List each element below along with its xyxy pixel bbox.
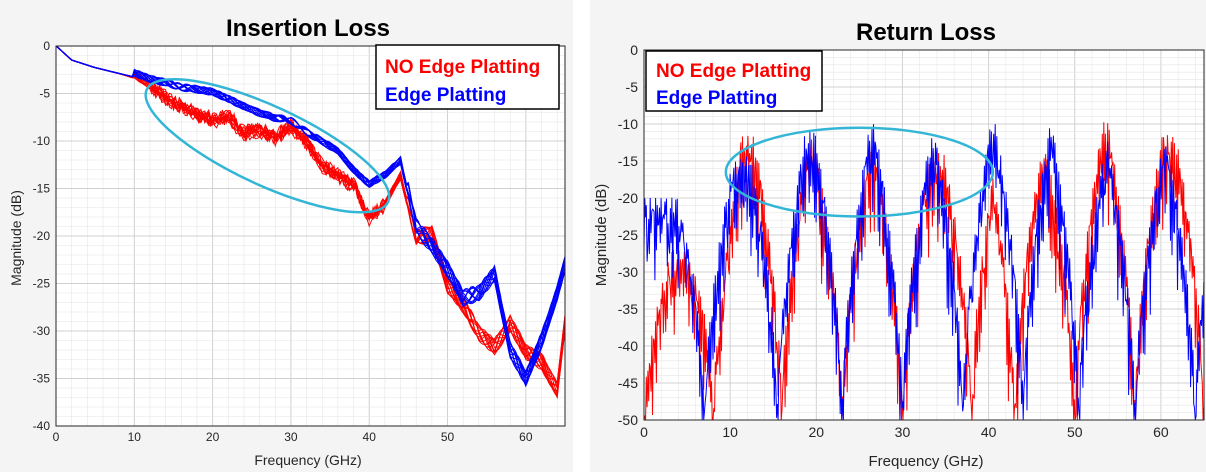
y-tick-label: -40 <box>33 419 51 433</box>
return-loss-chart: Return Loss Frequency (GHz) Magnitude (d… <box>593 19 1205 470</box>
y-tick-label: -5 <box>39 87 50 101</box>
series-line <box>55 45 566 379</box>
x-tick-label: 40 <box>363 430 377 444</box>
panel-gap <box>573 0 590 472</box>
x-axis-label: Frequency (GHz) <box>868 453 983 470</box>
x-tick-label: 60 <box>519 430 533 444</box>
x-tick-label: 50 <box>1067 424 1083 440</box>
y-tick-label: -30 <box>618 264 638 280</box>
chart-title: Return Loss <box>856 19 996 46</box>
legend-label-red: NO Edge Platting <box>385 57 540 78</box>
y-tick-label: -5 <box>626 79 639 95</box>
x-tick-label: 0 <box>53 430 60 444</box>
chart-title: Insertion Loss <box>226 15 390 42</box>
y-tick-label: -20 <box>33 229 51 243</box>
y-tick-label: -15 <box>33 182 51 196</box>
y-axis-label: Magnitude (dB) <box>593 184 610 287</box>
legend: NO Edge Platting Edge Platting <box>375 44 560 110</box>
y-tick-label: -10 <box>33 134 51 148</box>
y-tick-label: 0 <box>630 42 638 58</box>
x-tick-label: 50 <box>441 430 455 444</box>
series-line <box>55 45 566 389</box>
x-tick-label: 40 <box>981 424 997 440</box>
series-line <box>55 45 566 386</box>
legend: NO Edge Platting Edge Platting <box>645 50 823 112</box>
y-tick-label: -30 <box>33 324 51 338</box>
series-line <box>643 124 1205 421</box>
return-loss-panel: Return Loss Frequency (GHz) Magnitude (d… <box>590 0 1206 472</box>
x-tick-label: 60 <box>1153 424 1169 440</box>
highlight-ellipse <box>144 77 391 214</box>
x-tick-label: 10 <box>128 430 142 444</box>
highlight-ellipse <box>724 126 995 218</box>
insertion-loss-panel: Insertion Loss Frequency (GHz) Magnitude… <box>0 0 573 472</box>
y-axis-label: Magnitude (dB) <box>8 190 24 286</box>
legend-label-blue: Edge Platting <box>656 88 777 109</box>
y-tick-label: -25 <box>33 277 51 291</box>
x-tick-label: 20 <box>206 430 220 444</box>
series-line <box>55 45 566 375</box>
y-tick-label: -35 <box>33 372 51 386</box>
y-tick-label: -20 <box>618 190 638 206</box>
y-tick-label: -35 <box>618 301 638 317</box>
x-tick-label: 0 <box>640 424 648 440</box>
x-tick-label: 10 <box>722 424 738 440</box>
series-line <box>55 45 566 386</box>
x-axis-label: Frequency (GHz) <box>254 452 361 468</box>
y-tick-label: -25 <box>618 227 638 243</box>
series-line <box>55 45 566 377</box>
y-tick-label: 0 <box>43 39 50 53</box>
x-tick-label: 20 <box>809 424 825 440</box>
y-tick-label: -45 <box>618 375 638 391</box>
legend-label-red: NO Edge Platting <box>656 61 811 82</box>
y-tick-label: -15 <box>618 153 638 169</box>
x-tick-label: 30 <box>895 424 911 440</box>
legend-label-blue: Edge Platting <box>385 85 506 106</box>
x-tick-label: 30 <box>284 430 298 444</box>
series-edge-platting <box>55 45 566 388</box>
y-tick-label: -10 <box>618 116 638 132</box>
series-edge-platting <box>643 124 1205 421</box>
insertion-loss-chart: Insertion Loss Frequency (GHz) Magnitude… <box>8 15 566 468</box>
grid <box>55 45 565 427</box>
y-tick-label: -50 <box>618 412 638 428</box>
y-tick-label: -40 <box>618 338 638 354</box>
series-line <box>55 45 566 397</box>
